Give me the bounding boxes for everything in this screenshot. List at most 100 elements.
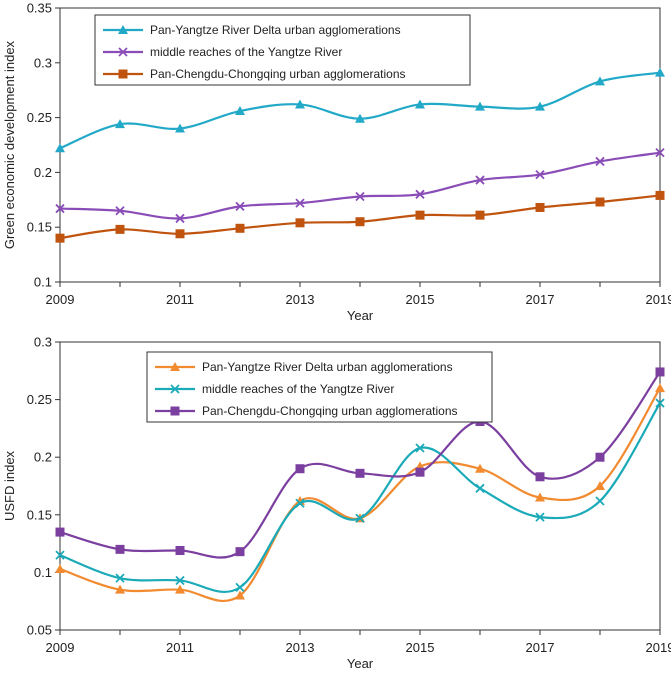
- x-tick-label: 2015: [406, 640, 435, 655]
- data-point: [55, 527, 65, 537]
- legend-label: Pan-Yangtze River Delta urban agglomerat…: [150, 23, 401, 37]
- y-tick-label: 0.05: [27, 623, 52, 638]
- x-tick-label: 2013: [286, 292, 315, 307]
- data-point: [595, 481, 605, 490]
- data-point: [235, 201, 245, 212]
- legend-label: middle reaches of the Yangtze River: [150, 45, 342, 59]
- y-tick-label: 0.15: [27, 220, 52, 235]
- data-point: [475, 101, 485, 111]
- data-point: [535, 512, 545, 522]
- data-point: [535, 492, 545, 502]
- y-tick-label: 0.1: [34, 275, 52, 290]
- series-middle-reaches-of-the-yangtze-river: [55, 148, 665, 224]
- data-point: [355, 191, 365, 202]
- legend-marker: [118, 47, 128, 57]
- x-tick-label: 2019: [646, 292, 671, 307]
- y-axis-title: USFD index: [2, 450, 17, 521]
- y-tick-label: 0.2: [34, 450, 52, 465]
- series-middle-reaches-of-the-yangtze-river: [55, 398, 665, 593]
- data-point: [355, 217, 365, 227]
- x-tick-label: 2009: [46, 640, 75, 655]
- x-tick-label: 2017: [526, 640, 555, 655]
- data-point: [415, 443, 425, 453]
- data-point: [115, 206, 125, 216]
- data-point: [415, 99, 425, 109]
- y-tick-label: 0.25: [27, 110, 52, 125]
- data-point: [55, 563, 65, 573]
- data-point: [55, 233, 65, 243]
- legend-label: Pan-Yangtze River Delta urban agglomerat…: [202, 360, 453, 374]
- y-tick-label: 0.1: [34, 565, 52, 580]
- legend-label: middle reaches of the Yangtze River: [202, 382, 394, 396]
- data-point: [535, 169, 545, 180]
- data-point: [115, 224, 125, 234]
- y-tick-label: 0.15: [27, 507, 52, 522]
- green-economic-development-chart: 0.1 0.15 0.2 0.25 0.3 0.35 2009 2011 2013 2015 201…: [2, 1, 671, 324]
- data-point: [355, 113, 365, 123]
- data-point: [175, 213, 185, 224]
- data-point: [415, 467, 425, 477]
- y-tick-label: 0.25: [27, 392, 52, 407]
- legend-item: middle reaches of the Yangtze River: [155, 382, 394, 396]
- legend-item: Pan-Chengdu-Chongqing urban agglomeratio…: [155, 404, 458, 418]
- legend: Pan-Yangtze River Delta urban agglomerat…: [94, 14, 471, 86]
- data-point: [595, 76, 605, 86]
- data-point: [115, 584, 125, 594]
- legend-marker: [170, 384, 180, 394]
- data-point: [115, 119, 125, 129]
- legend-item: middle reaches of the Yangtze River: [103, 45, 342, 59]
- x-axis-title: Year: [347, 656, 374, 671]
- legend: Pan-Yangtze River Delta urban agglomerat…: [146, 351, 493, 423]
- legend-label: Pan-Chengdu-Chongqing urban agglomeratio…: [150, 67, 406, 81]
- data-point: [355, 468, 365, 478]
- data-point: [235, 106, 245, 116]
- series-line: [59, 402, 661, 593]
- x-tick-label: 2019: [646, 640, 671, 655]
- data-point: [655, 398, 665, 408]
- data-point: [115, 573, 125, 583]
- legend-label: Pan-Chengdu-Chongqing urban agglomeratio…: [202, 404, 458, 418]
- y-tick-label: 0.3: [34, 335, 52, 350]
- data-point: [175, 575, 185, 586]
- data-point: [595, 496, 605, 506]
- legend-marker: [170, 406, 180, 416]
- data-point: [655, 383, 665, 393]
- data-point: [415, 189, 425, 199]
- data-point: [55, 143, 65, 153]
- series-pan-yangtze-river-delta-urban-agglomerations: [55, 67, 665, 153]
- legend-item: Pan-Yangtze River Delta urban agglomerat…: [103, 23, 401, 37]
- data-point: [295, 99, 305, 109]
- legend-item: Pan-Chengdu-Chongqing urban agglomeratio…: [103, 67, 406, 81]
- data-point: [475, 463, 485, 473]
- data-point: [175, 546, 185, 556]
- data-point: [355, 513, 365, 523]
- data-point: [235, 590, 245, 600]
- x-tick-label: 2013: [286, 640, 315, 655]
- data-point: [595, 452, 605, 462]
- y-tick-label: 0.3: [34, 55, 52, 70]
- series-line: [59, 151, 661, 220]
- data-point: [295, 498, 305, 508]
- usfd-index-chart: 0.05 0.1 0.15 0.2 0.25 0.3 2009 2011 2013 2015 201…: [2, 335, 671, 672]
- data-point: [295, 198, 305, 208]
- y-axis-title: Green economic development index: [2, 40, 17, 249]
- y-tick-label: 0.35: [27, 1, 52, 16]
- series-pan-chengdu-chongqing-urban-agglomerations: [55, 367, 665, 559]
- x-tick-label: 2015: [406, 292, 435, 307]
- series-line: [59, 194, 661, 240]
- legend-box: [146, 351, 493, 423]
- y-tick-label: 0.2: [34, 165, 52, 180]
- x-axis-title: Year: [347, 308, 374, 323]
- data-point: [235, 582, 245, 593]
- data-point: [55, 203, 65, 214]
- x-tick-label: 2011: [166, 640, 194, 655]
- data-point: [535, 101, 545, 111]
- data-point: [475, 210, 485, 220]
- data-point: [175, 123, 185, 133]
- data-point: [595, 197, 605, 207]
- data-point: [655, 67, 665, 77]
- data-point: [295, 464, 305, 474]
- data-point: [535, 202, 545, 212]
- legend-marker: [118, 25, 128, 34]
- legend-item: Pan-Yangtze River Delta urban agglomerat…: [155, 360, 453, 374]
